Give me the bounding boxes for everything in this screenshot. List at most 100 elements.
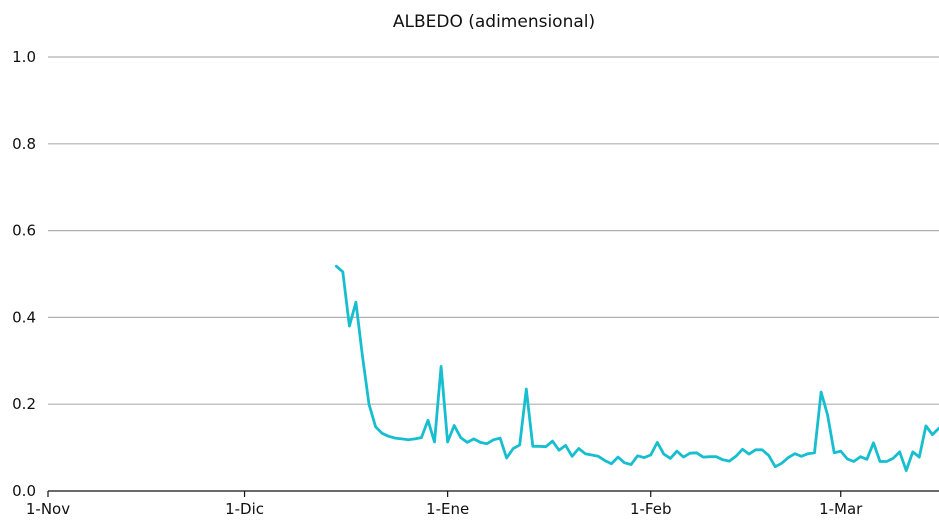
data-point (525, 388, 528, 390)
data-point (728, 460, 731, 462)
data-point (571, 455, 573, 458)
data-point (931, 433, 934, 436)
data-point (499, 437, 501, 439)
data-point (833, 452, 835, 454)
data-point (492, 439, 495, 441)
data-point (656, 441, 659, 444)
data-point (885, 460, 888, 463)
data-point (440, 365, 442, 368)
x-tick-label: 1-Mar (819, 500, 863, 518)
x-tick-label: 1-Ene (426, 500, 469, 518)
data-point (348, 325, 351, 327)
data-point (604, 459, 606, 462)
data-point (584, 452, 586, 455)
data-point (754, 449, 757, 451)
data-point (859, 455, 862, 458)
data-point (820, 391, 822, 393)
data-point (551, 440, 554, 442)
y-tick-label: 0.8 (12, 135, 36, 153)
data-point (420, 436, 423, 439)
data-point (623, 462, 626, 464)
data-point (630, 463, 632, 466)
x-tick-label: 1-Nov (26, 500, 70, 518)
data-point (545, 445, 547, 448)
data-point (918, 456, 921, 458)
y-tick-label: 1.0 (12, 48, 36, 66)
data-point (794, 452, 796, 455)
data-point (767, 454, 770, 457)
y-tick-label: 0.4 (12, 308, 36, 326)
albedo-series-line (334, 264, 939, 473)
data-point (912, 451, 914, 453)
data-point (643, 456, 645, 459)
data-point (774, 465, 776, 468)
data-point (702, 456, 704, 458)
data-point (591, 454, 593, 456)
data-point (512, 447, 514, 450)
x-axis: 1-Nov 1-Dic 1-Ene 1-Feb 1-Mar (26, 490, 939, 518)
data-point (459, 436, 462, 439)
data-point (761, 449, 763, 451)
data-point (735, 455, 737, 458)
data-point (486, 442, 488, 445)
data-point (355, 301, 357, 304)
data-point (342, 271, 344, 273)
data-point (748, 453, 750, 455)
data-point (892, 457, 894, 460)
data-point (846, 458, 849, 460)
data-point (715, 455, 718, 458)
data-point (682, 456, 685, 458)
data-point (741, 448, 744, 451)
data-point (663, 453, 665, 455)
y-gridlines (48, 56, 939, 405)
data-point (597, 455, 600, 458)
chart-title: ALBEDO (adimensional) (393, 12, 595, 32)
y-tick-label: 0.6 (12, 222, 36, 240)
y-tick-labels: 0.0 0.2 0.4 0.6 0.8 1.0 (12, 48, 36, 500)
data-point (479, 441, 482, 444)
data-point (676, 450, 678, 452)
data-point (853, 460, 855, 463)
data-point (505, 457, 508, 459)
data-point (538, 445, 541, 448)
data-point (898, 451, 901, 453)
data-point (374, 426, 377, 428)
y-tick-label: 0.0 (12, 482, 36, 500)
data-point (781, 462, 783, 465)
data-point (401, 438, 403, 440)
data-point (866, 458, 868, 461)
data-point (872, 442, 875, 444)
x-tick-label: 1-Dic (225, 500, 264, 518)
series-layer (334, 264, 939, 473)
data-point (617, 456, 619, 458)
data-point (826, 414, 829, 416)
data-point (800, 455, 803, 458)
data-point (532, 445, 534, 448)
data-point (787, 456, 790, 459)
data-point (446, 441, 449, 443)
data-point (473, 438, 475, 440)
data-point (722, 459, 724, 461)
data-point (381, 432, 383, 435)
data-point (433, 441, 436, 443)
data-point (839, 450, 842, 452)
data-point (925, 425, 927, 427)
data-point (649, 454, 652, 456)
data-point (453, 424, 456, 427)
data-point (394, 437, 397, 439)
data-point (564, 444, 567, 447)
y-tick-label: 0.2 (12, 395, 36, 413)
data-point (466, 441, 469, 444)
data-point (813, 452, 816, 454)
data-point (905, 469, 907, 472)
data-point (879, 460, 881, 463)
data-point (407, 439, 410, 441)
data-point (708, 455, 711, 458)
data-point (669, 457, 672, 460)
data-point (807, 452, 809, 455)
data-point (387, 435, 390, 438)
data-point (368, 403, 370, 406)
data-point (361, 355, 364, 358)
x-tick-label: 1-Feb (630, 500, 672, 518)
